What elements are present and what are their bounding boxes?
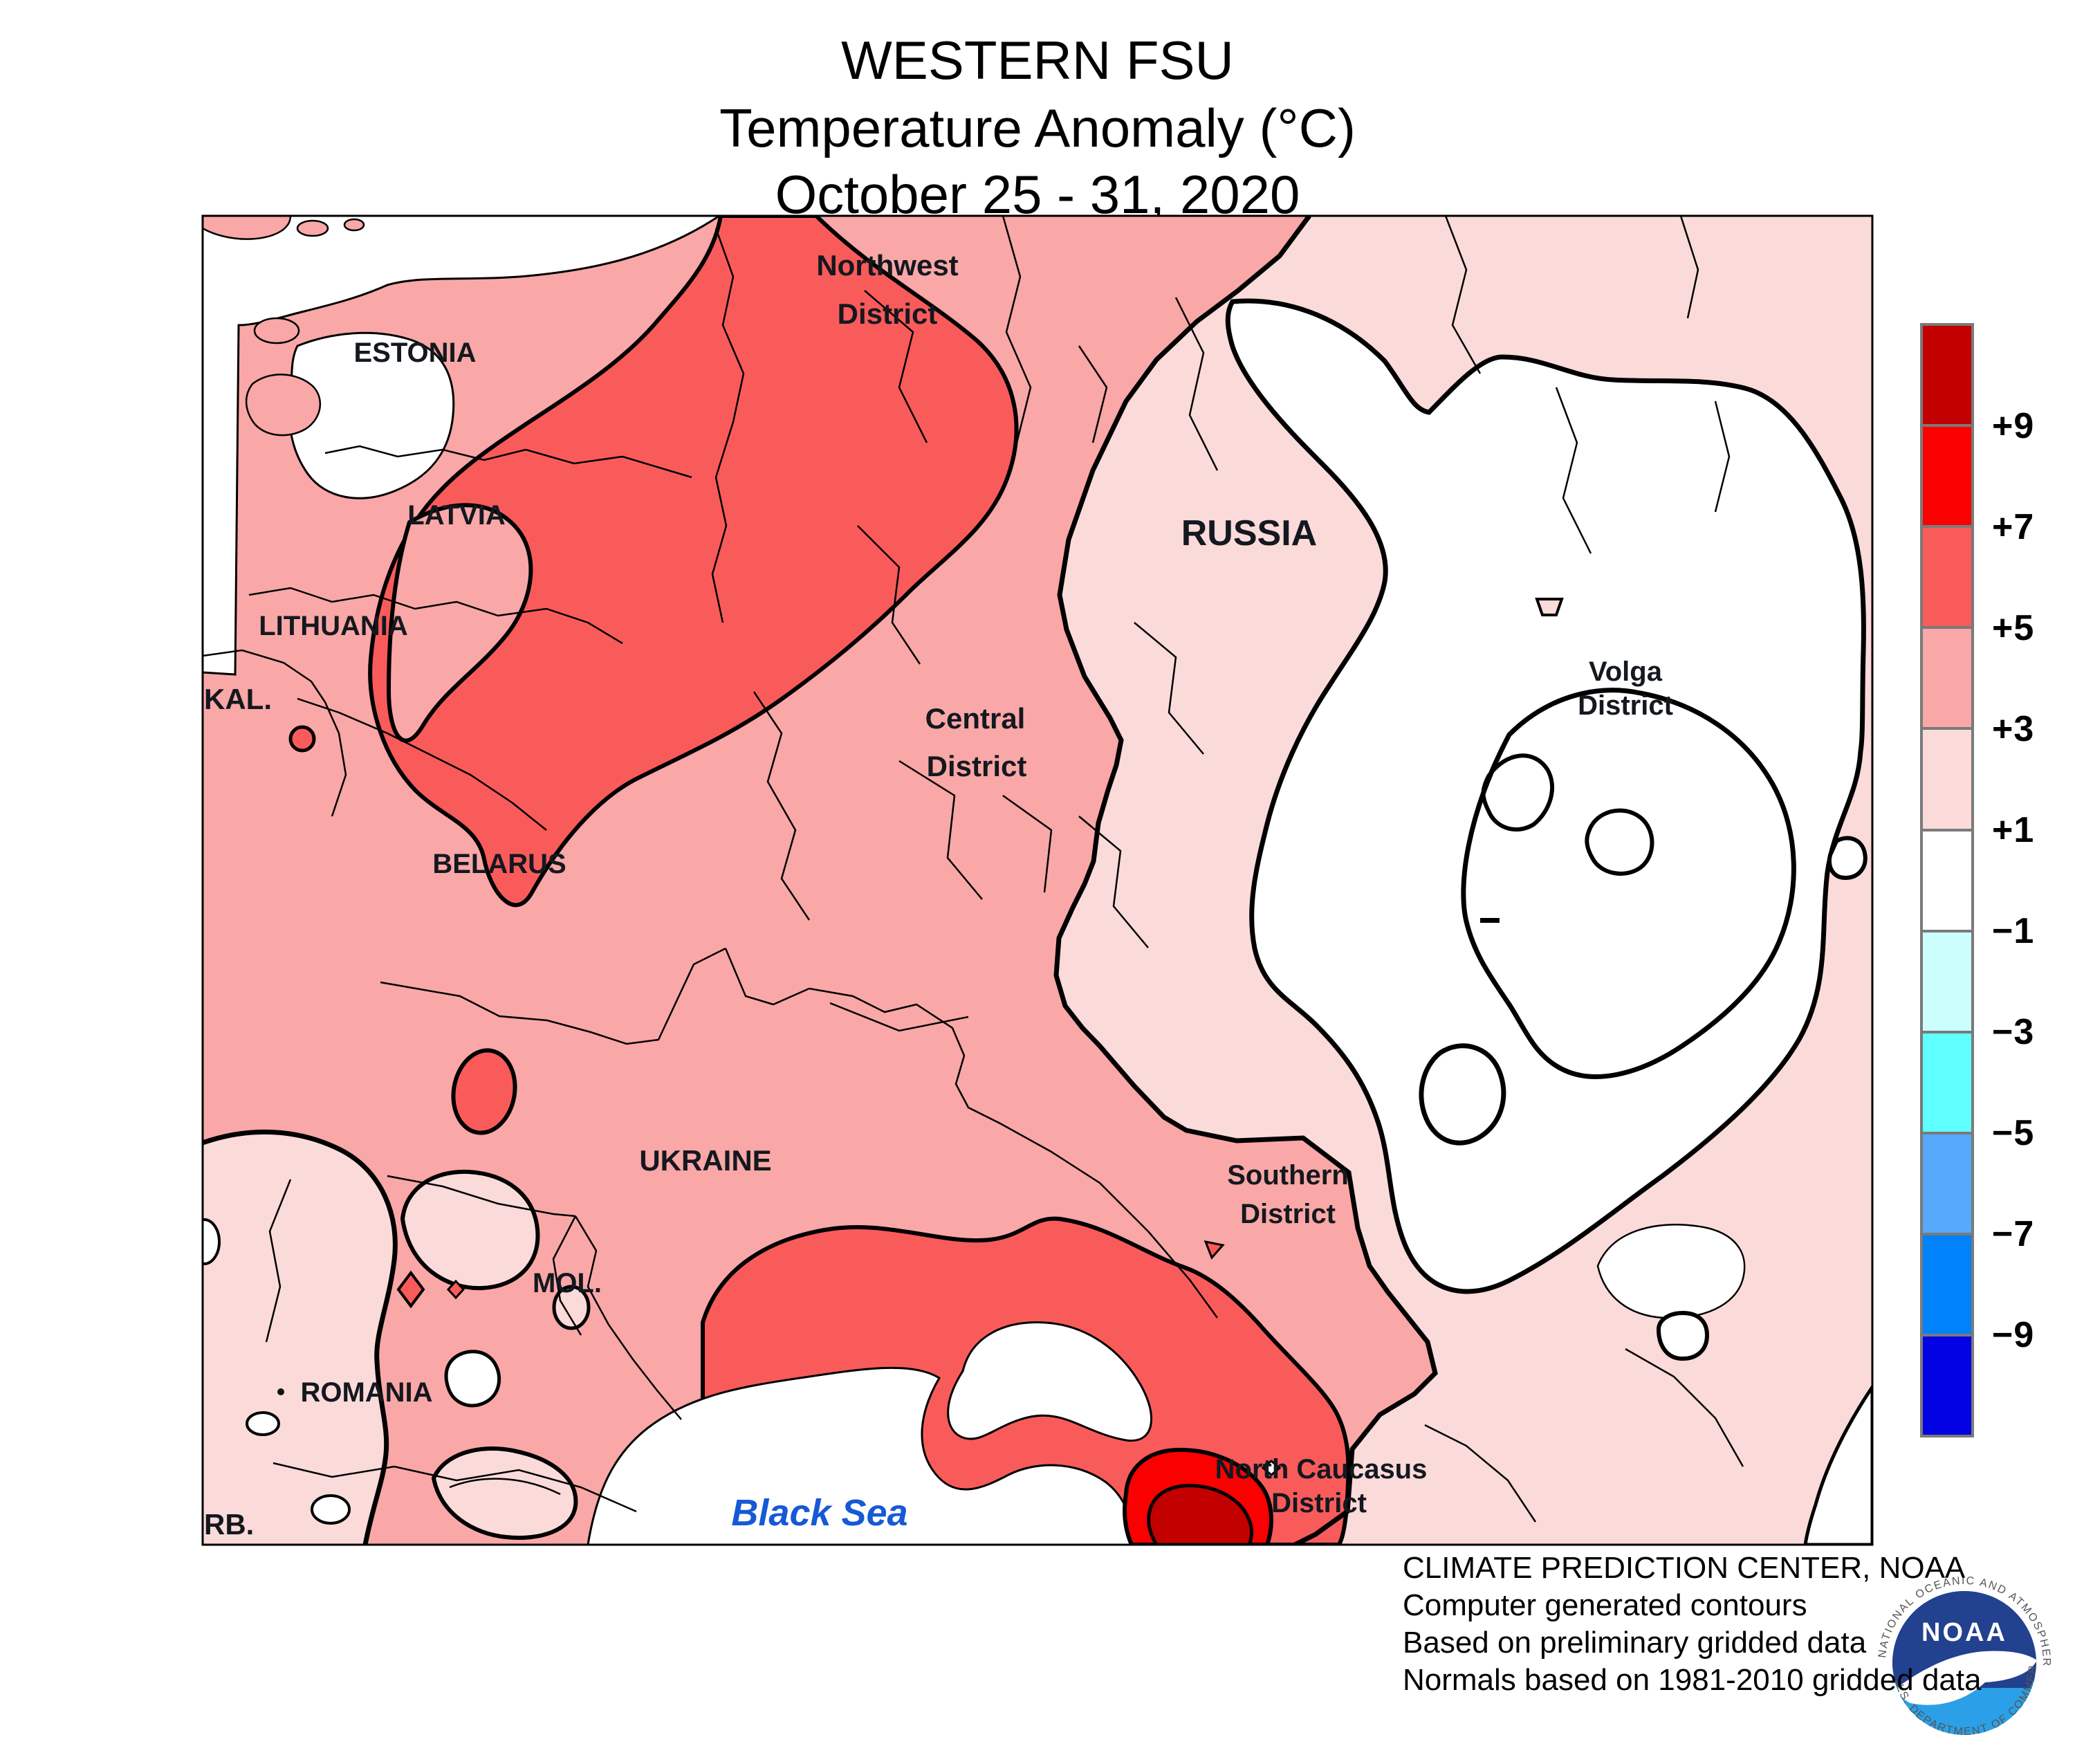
label-moldova: MOL. xyxy=(533,1268,602,1298)
contour-loop-southeast xyxy=(1656,1310,1710,1361)
legend-tick: +5 xyxy=(1992,608,2034,648)
island-hiiumaa xyxy=(253,317,300,344)
spot-plus5-diamond-1 xyxy=(396,1270,425,1309)
caspian-sea-corner xyxy=(1803,1384,1872,1545)
region-plus9-caucasus-core xyxy=(1147,1484,1254,1545)
region-plus5-northwest xyxy=(368,216,1019,908)
legend-tick: +1 xyxy=(1992,810,2034,850)
contour-loop-volga-small1 xyxy=(1481,753,1555,832)
water-reservoir xyxy=(1596,1224,1746,1319)
legend-box-minus1 xyxy=(1920,930,1974,1033)
baltic-sea xyxy=(203,216,721,676)
noaa-logo-wordmark: NOAA xyxy=(1921,1618,2007,1647)
label-north-caucasus-district-2: District xyxy=(1271,1488,1367,1518)
legend-box-plus3 xyxy=(1920,626,1974,730)
spot-neutral-2 xyxy=(311,1494,351,1525)
legend-ticks: +9 +7 +5 +3 +1 −1 −3 −5 −7 −9 xyxy=(1992,406,2034,1355)
legend-tick: +9 xyxy=(1992,406,2034,446)
legend-tick: +3 xyxy=(1992,709,2034,749)
patch-plus1-s-romania xyxy=(431,1446,578,1540)
label-latvia: LATVIA xyxy=(407,500,505,531)
page-subtitle: Temperature Anomaly (°C) xyxy=(719,98,1356,158)
legend-tick: −1 xyxy=(1992,911,2034,951)
border-inside-patch xyxy=(449,1478,561,1496)
spot-neutral-diamond xyxy=(1261,1460,1282,1476)
legend-tick: −7 xyxy=(1992,1214,2034,1254)
credits-line-1: CLIMATE PREDICTION CENTER, NOAA xyxy=(1403,1551,1966,1585)
spot-plus1-moldova xyxy=(552,1285,591,1330)
finland-islet-2 xyxy=(343,218,365,232)
legend-box-plus1 xyxy=(1920,727,1974,832)
legend-tick: +7 xyxy=(1992,507,2034,547)
credits-line-2: Computer generated contours xyxy=(1403,1588,1807,1622)
label-northwest-district-1: Northwest xyxy=(816,249,958,282)
noaa-logo-seagull-beak xyxy=(1885,1692,1902,1701)
label-north-caucasus-district-1: North Caucasus xyxy=(1215,1454,1428,1485)
label-northwest-district-2: District xyxy=(838,297,938,330)
noaa-logo-seagull xyxy=(1898,1651,2037,1705)
label-romania: ROMANIA xyxy=(300,1377,432,1408)
legend-box-minus3 xyxy=(1920,1031,1974,1134)
spot-plus5-kaliningrad xyxy=(288,725,316,753)
legend-box-plus5 xyxy=(1920,525,1974,629)
label-russia: RUSSIA xyxy=(1181,513,1317,553)
page-title: WESTERN FSU xyxy=(841,30,1234,91)
black-sea xyxy=(587,1366,1137,1545)
label-volga-district-1: Volga xyxy=(1589,656,1663,687)
contour-minus-dash xyxy=(1480,918,1500,923)
legend-colorbar xyxy=(1920,323,1974,1437)
label-ukraine: UKRAINE xyxy=(639,1144,771,1177)
label-volga-district-2: District xyxy=(1578,690,1673,721)
label-serbia: RB. xyxy=(204,1508,254,1541)
contour-tiny-spot xyxy=(1535,598,1564,616)
label-southern-district-2: District xyxy=(1240,1199,1336,1229)
spot-plus5-belarus xyxy=(451,1048,517,1135)
romania-city-dot xyxy=(277,1388,284,1395)
contour-loop-volga-foot xyxy=(1419,1043,1506,1146)
contour-loop-volga-outer xyxy=(1461,688,1796,1079)
legend-tick: −5 xyxy=(1992,1113,2034,1153)
legend-box-neutral xyxy=(1920,829,1974,932)
legend-box-minus7 xyxy=(1920,1233,1974,1336)
spot-plus5-diamond-2 xyxy=(446,1279,465,1300)
patch-plus1-nw-romania xyxy=(400,1169,540,1291)
date-range: October 25 - 31, 2020 xyxy=(775,164,1300,225)
legend-tick: −3 xyxy=(1992,1012,2034,1052)
label-black-sea: Black Sea xyxy=(731,1492,907,1534)
credits-line-3: Based on preliminary gridded data xyxy=(1403,1626,1867,1660)
finland-islet-1 xyxy=(296,219,329,237)
credits-block: CLIMATE PREDICTION CENTER, NOAA Computer… xyxy=(1403,1550,1982,1699)
legend-box-plus9 xyxy=(1920,323,1974,427)
political-borders xyxy=(203,216,1744,1523)
spot-neutral-3 xyxy=(444,1350,501,1408)
island-saaremaa xyxy=(245,374,322,437)
legend-tick: −9 xyxy=(1992,1315,2034,1355)
label-lithuania: LITHUANIA xyxy=(259,611,408,641)
spot-neutral-1 xyxy=(246,1411,280,1436)
label-belarus: BELARUS xyxy=(432,849,566,879)
label-central-district-2: District xyxy=(927,750,1027,782)
region-neutral-volga xyxy=(1225,298,1866,1294)
region-plus1-southwest xyxy=(203,1132,396,1545)
contour-boundary-southwest xyxy=(203,1129,398,1545)
legend-box-minus9 xyxy=(1920,1334,1974,1437)
region-plus3-latvia-bay xyxy=(386,503,533,743)
contour-loop-right-edge xyxy=(1827,836,1868,881)
contour-loop-volga-small2 xyxy=(1585,808,1654,876)
legend-box-plus7 xyxy=(1920,424,1974,528)
map-frame xyxy=(201,214,1874,1546)
finland-coast xyxy=(203,216,292,240)
label-estonia: ESTONIA xyxy=(353,338,476,368)
label-central-district-1: Central xyxy=(925,702,1026,735)
label-kaliningrad: KAL. xyxy=(204,683,272,715)
label-southern-district-1: Southern xyxy=(1227,1160,1349,1191)
spot-neutral-left-edge xyxy=(203,1218,221,1265)
legend-box-minus5 xyxy=(1920,1132,1974,1235)
spot-plus5-southern xyxy=(1204,1240,1225,1260)
sea-of-azov xyxy=(947,1321,1153,1442)
contour-boundary-east xyxy=(1053,216,1438,1545)
credits-line-4: Normals based on 1981-2010 gridded data xyxy=(1403,1663,1982,1697)
